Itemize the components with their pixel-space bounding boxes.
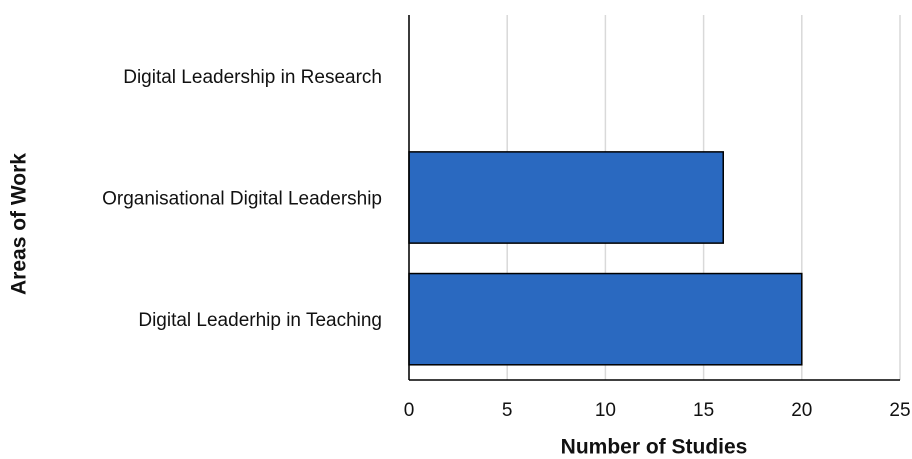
bar — [408, 151, 724, 244]
y-tick-label: Digital Leadership in Research — [123, 67, 382, 88]
x-tick-label: 25 — [889, 400, 910, 421]
x-tick-label: 20 — [791, 400, 812, 421]
x-tick-label: 10 — [595, 400, 616, 421]
y-tick-label: Organisational Digital Leadership — [102, 189, 382, 210]
x-tick-label: 15 — [693, 400, 714, 421]
x-tick-label: 5 — [502, 400, 513, 421]
x-axis-title: Number of Studies — [561, 436, 748, 459]
bar — [408, 272, 803, 366]
y-axis-title: Areas of Work — [8, 153, 31, 295]
x-tick-label: 0 — [404, 400, 415, 421]
y-tick-label: Digital Leaderhip in Teaching — [138, 310, 382, 331]
